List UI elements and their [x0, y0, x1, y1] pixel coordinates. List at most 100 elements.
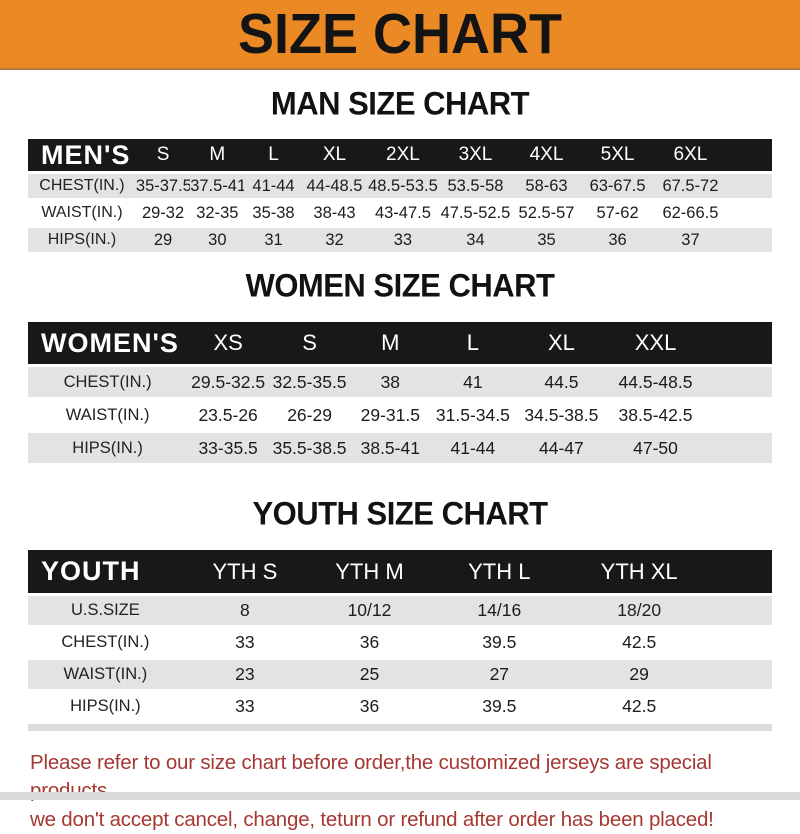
size-value-cell: 37 — [681, 230, 700, 249]
men-header-row: MEN'S S M L XL 2XL 3XL 4XL 5XL 6XL — [28, 139, 772, 171]
spacer-cell — [704, 367, 773, 397]
row-label: WAIST(IN.) — [63, 665, 148, 683]
column-header: S — [156, 144, 170, 165]
spacer-cell — [704, 400, 773, 430]
women-header-label: WOMEN'S — [41, 327, 179, 358]
size-value-cell: 23 — [235, 664, 255, 684]
size-value-cell: 63-67.5 — [589, 176, 646, 195]
size-value-cell: 44.5-48.5 — [618, 371, 693, 392]
table-row: CHEST(IN.) 35-37.5 37.5-41 41-44 44-48.5 48.5… — [28, 174, 772, 198]
table-row: CHEST(IN.) 33 36 39.5 42.5 — [28, 628, 772, 657]
size-value-cell: 41-44 — [252, 176, 295, 195]
size-value-cell: 41 — [463, 371, 483, 392]
size-value-cell: 35-37.5 — [135, 176, 191, 195]
size-value-cell: 52.5-57 — [518, 203, 575, 222]
column-header: YTH S — [212, 558, 278, 584]
column-header: M — [381, 330, 400, 355]
size-value-cell: 33 — [235, 696, 255, 716]
column-header: L — [466, 330, 479, 355]
table-row: WAIST(IN.) 23.5-26 26-29 29-31.5 31.5-34.5 34… — [28, 400, 772, 430]
size-value-cell: 38-43 — [313, 203, 356, 222]
size-value-cell: 42.5 — [622, 696, 657, 716]
size-value-cell: 44.5 — [544, 371, 579, 392]
table-row: HIPS(IN.) 33-35.5 35.5-38.5 38.5-41 41-44 44-… — [28, 433, 772, 463]
disclaimer-line-2: we don't accept cancel, change, teturn o… — [30, 807, 714, 831]
spacer-cell — [704, 322, 773, 364]
spacer-cell — [712, 692, 772, 721]
banner-title: SIZE CHART — [238, 2, 562, 66]
column-header: L — [268, 144, 279, 165]
size-value-cell: 32-35 — [196, 203, 239, 222]
row-label: CHEST(IN.) — [39, 177, 125, 194]
size-value-cell: 53.5-58 — [447, 176, 504, 195]
spacer-cell — [727, 201, 772, 225]
bottom-border-strip — [0, 792, 800, 800]
column-header: 4XL — [529, 144, 564, 165]
row-label: U.S.SIZE — [70, 601, 140, 619]
spacer-cell — [712, 550, 772, 593]
row-label: HIPS(IN.) — [72, 438, 143, 457]
column-header: YTH XL — [600, 558, 678, 584]
spacer-cell — [712, 596, 772, 625]
size-value-cell: 48.5-53.5 — [368, 176, 438, 195]
womens-size-table: WOMEN'S XS S M L XL XXL CHEST(IN.) 29.5-32.5 32.5… — [28, 319, 772, 466]
size-value-cell: 29-32 — [141, 203, 185, 222]
row-label: CHEST(IN.) — [61, 633, 150, 651]
size-chart-banner: SIZE CHART — [0, 0, 800, 70]
size-value-cell: 39.5 — [482, 632, 517, 652]
column-header: M — [209, 144, 226, 165]
man-size-chart-heading: MAN SIZE CHART — [270, 85, 530, 122]
size-value-cell: 35-38 — [252, 203, 295, 222]
column-header: 2XL — [386, 144, 420, 165]
row-label: WAIST(IN.) — [65, 405, 150, 424]
column-header: 5XL — [600, 144, 635, 165]
size-value-cell: 36 — [359, 632, 380, 652]
size-value-cell: 14/16 — [477, 600, 522, 620]
column-header: XL — [547, 330, 575, 355]
column-header: XXL — [634, 330, 677, 355]
spacer-cell — [727, 174, 772, 198]
size-value-cell: 33 — [235, 632, 255, 652]
size-value-cell: 25 — [359, 664, 380, 684]
row-label: HIPS(IN.) — [47, 231, 117, 248]
column-header: 3XL — [458, 144, 493, 165]
youth-size-table: YOUTH YTH S YTH M YTH L YTH XL U.S.SIZE 8 10/12… — [28, 547, 772, 731]
size-value-cell: 10/12 — [347, 600, 392, 620]
table-row: U.S.SIZE 8 10/12 14/16 18/20 — [28, 596, 772, 625]
column-header: XS — [213, 330, 243, 355]
size-value-cell: 41-44 — [450, 437, 496, 458]
spacer-cell — [704, 433, 773, 463]
youth-header-row: YOUTH YTH S YTH M YTH L YTH XL — [28, 550, 772, 593]
size-value-cell: 32 — [325, 230, 344, 249]
size-value-cell: 35.5-38.5 — [272, 437, 347, 458]
spacer-cell — [727, 139, 772, 171]
spacer-cell — [712, 628, 772, 657]
spacer-cell — [712, 660, 772, 689]
women-header-row: WOMEN'S XS S M L XL XXL — [28, 322, 772, 364]
row-label: WAIST(IN.) — [41, 204, 123, 221]
size-value-cell: 29.5-32.5 — [191, 371, 266, 392]
table-row: WAIST(IN.) 23 25 27 29 — [28, 660, 772, 689]
size-value-cell: 36 — [359, 696, 380, 716]
size-value-cell: 47.5-52.5 — [440, 203, 511, 222]
size-value-cell: 29 — [629, 664, 649, 684]
size-value-cell: 62-66.5 — [662, 203, 719, 222]
row-label: CHEST(IN.) — [63, 372, 152, 391]
row-label: HIPS(IN.) — [70, 697, 141, 715]
table-row: WAIST(IN.) 29-32 32-35 35-38 38-43 43-47.5 47.… — [28, 201, 772, 225]
column-header: YTH L — [468, 558, 531, 584]
men-header-label: MEN'S — [41, 139, 131, 170]
size-value-cell: 57-62 — [596, 203, 639, 222]
column-header: 6XL — [673, 144, 708, 165]
size-value-cell: 34.5-38.5 — [524, 404, 599, 425]
size-value-cell: 18/20 — [617, 600, 662, 620]
size-value-cell: 67.5-72 — [662, 176, 719, 195]
size-value-cell: 36 — [608, 230, 627, 249]
size-value-cell: 29-31.5 — [360, 404, 420, 425]
table-row: HIPS(IN.) 33 36 39.5 42.5 — [28, 692, 772, 721]
mens-size-table: MEN'S S M L XL 2XL 3XL 4XL 5XL 6XL CHEST(IN.) 35-37… — [28, 136, 772, 255]
size-value-cell: 58-63 — [525, 176, 568, 195]
size-value-cell: 42.5 — [622, 632, 657, 652]
size-value-cell: 32.5-35.5 — [272, 371, 347, 392]
column-header: S — [302, 330, 317, 355]
